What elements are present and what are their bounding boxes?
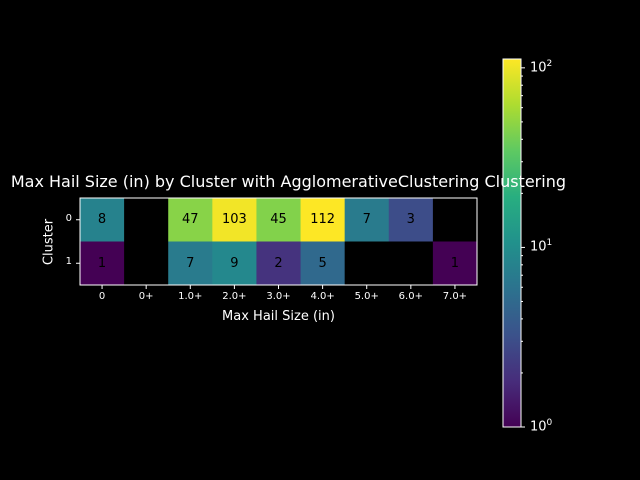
heatmap-cell [256, 241, 302, 286]
x-tick-label: 0+ [138, 291, 154, 302]
colorbar-tick-label: 102 [530, 58, 553, 76]
cell-value-label: 2 [274, 255, 283, 271]
colorbar [502, 58, 522, 428]
cell-value-label: 103 [221, 212, 247, 227]
cell-value-label: 5 [318, 255, 327, 271]
heatmap-cell [388, 241, 434, 286]
x-axis-label: Max Hail Size (in) [222, 309, 335, 324]
x-tick-label: 4.0+ [310, 291, 335, 302]
heatmap-cell [388, 198, 434, 242]
heatmap-cell [300, 198, 346, 242]
colorbar-tick-label: 101 [530, 238, 553, 255]
cell-value-label: 7 [186, 255, 195, 271]
cell-value-label: 1 [97, 255, 107, 271]
y-tick-label: 1 [65, 256, 72, 268]
cell-value-label: 112 [310, 212, 336, 227]
x-tick-label: 3.0+ [266, 291, 291, 302]
heatmap-cell [344, 198, 390, 242]
heatmap-cell [212, 198, 257, 242]
x-tick-label: 0 [98, 291, 106, 302]
cell-value-label: 8 [97, 212, 107, 227]
heatmap-cell [300, 241, 346, 286]
x-tick-label: 7.0+ [442, 291, 468, 302]
cell-value-label: 1 [450, 255, 460, 271]
colorbar-tick-label: 100 [530, 418, 553, 435]
y-axis-label: Cluster [41, 218, 57, 266]
heatmap-cell [256, 198, 302, 242]
cell-value-label: 45 [270, 212, 287, 227]
x-tick-label: 6.0+ [398, 291, 423, 302]
heatmap-cell [168, 198, 213, 242]
heatmap-cell [80, 198, 125, 242]
plot-frame [79, 197, 478, 286]
x-tick-label: 2.0+ [222, 291, 247, 302]
y-tick-label: 0 [65, 212, 72, 224]
cell-value-label: 7 [362, 212, 371, 227]
heatmap-cell [124, 241, 169, 286]
heatmap-cell [344, 241, 390, 286]
cell-value-label: 3 [406, 212, 415, 227]
heatmap-cell [168, 241, 213, 286]
heatmap-cell [80, 241, 125, 286]
x-tick-label: 5.0+ [354, 291, 379, 302]
x-tick-label: 1.0+ [178, 291, 203, 302]
heatmap-cell [212, 241, 257, 286]
heatmap-cell [124, 198, 169, 242]
cell-value-label: 47 [182, 212, 199, 227]
heatmap-cell [432, 198, 478, 242]
cell-value-label: 9 [230, 255, 239, 271]
chart-title: Max Hail Size (in) by Cluster with Agglo… [10, 172, 566, 191]
heatmap-cell [432, 241, 478, 286]
